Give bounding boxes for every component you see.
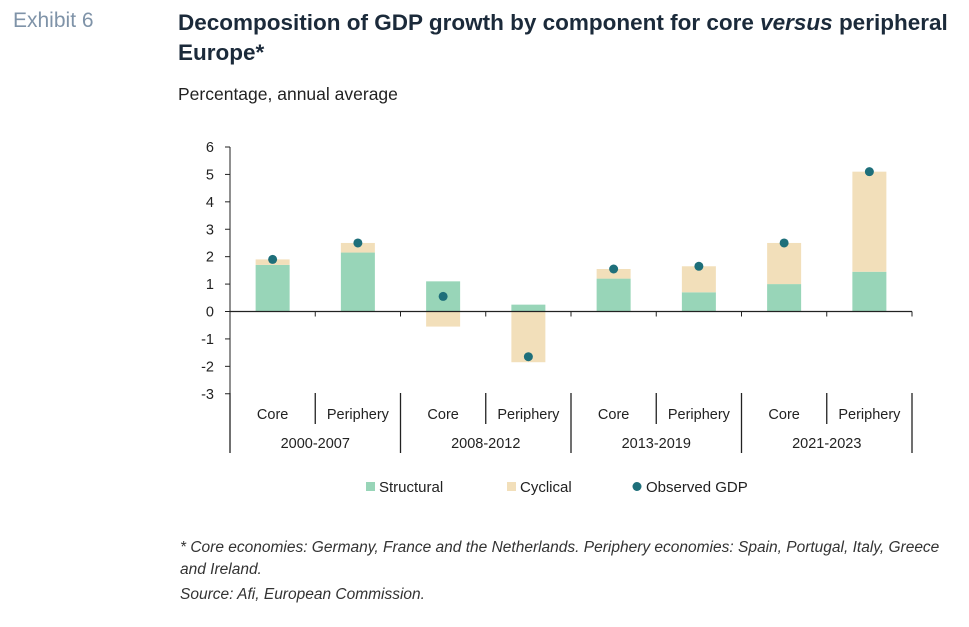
gdp-decomposition-chart: 6 5 4 3 2 1 0 -1 -2 -3 Core Periphery Core Periphery C… — [201, 140, 913, 496]
x-category-label: Core — [598, 407, 629, 423]
legend-observed-label: Observed GDP — [646, 479, 748, 496]
x-category-label: Periphery — [327, 407, 390, 423]
y-tick-label: 3 — [206, 222, 214, 238]
y-tick-label: 5 — [206, 167, 214, 183]
chart-subtitle: Percentage, annual average — [178, 84, 398, 104]
exhibit-label: Exhibit 6 — [13, 9, 94, 32]
y-tick-label: -3 — [201, 387, 214, 403]
y-tick-label: 2 — [206, 250, 214, 266]
bar-cyclical — [340, 242, 375, 253]
legend-structural-label: Structural — [379, 479, 443, 496]
observed-gdp-point — [609, 264, 619, 274]
x-category-label: Core — [427, 407, 458, 423]
bar-structural — [767, 284, 802, 312]
x-group-label: 2000-2007 — [281, 436, 350, 452]
bar-structural — [596, 278, 631, 312]
y-tick-label: -1 — [201, 332, 214, 348]
bar-structural — [852, 271, 887, 312]
observed-gdp-point — [694, 261, 704, 271]
bar-cyclical — [852, 171, 887, 272]
footnote: * Core economies: Germany, France and th… — [180, 539, 940, 578]
x-category-label: Core — [257, 407, 288, 423]
x-category-label: Periphery — [838, 407, 901, 423]
source-note: Source: Afi, European Commission. — [180, 586, 425, 603]
bar-structural — [681, 292, 716, 312]
observed-gdp-point — [438, 291, 448, 301]
observed-gdp-point — [353, 238, 363, 248]
x-group-label: 2021-2023 — [792, 436, 861, 452]
observed-gdp-point — [779, 238, 789, 248]
chart-title: Decomposition of GDP growth by component… — [178, 8, 948, 68]
x-group-label: 2013-2019 — [622, 436, 691, 452]
legend-structural-swatch — [366, 482, 375, 491]
x-category-label: Periphery — [497, 407, 560, 423]
title-part1: Decomposition of GDP growth by component… — [178, 10, 761, 35]
title-italic: versus — [760, 10, 833, 35]
observed-gdp-point — [268, 254, 278, 264]
y-tick-label: 4 — [206, 195, 214, 211]
legend-cyclical-swatch — [507, 482, 516, 491]
observed-gdp-point — [864, 167, 874, 177]
y-tick-label: 1 — [206, 277, 214, 293]
y-tick-label: 0 — [206, 305, 214, 321]
x-category-label: Core — [768, 407, 799, 423]
bar-cyclical — [596, 269, 631, 279]
bar-cyclical — [767, 242, 802, 285]
bar-cyclical — [426, 311, 461, 327]
title-part2: peripheral Europe* — [178, 10, 948, 65]
x-group-label: 2008-2012 — [451, 436, 520, 452]
y-tick-label: -2 — [201, 359, 214, 375]
x-category-label: Periphery — [668, 407, 731, 423]
observed-gdp-point — [523, 352, 533, 362]
legend-observed-marker — [632, 482, 642, 491]
bar-structural — [340, 252, 375, 312]
bar-structural — [511, 304, 546, 312]
y-tick-label: 6 — [206, 140, 214, 156]
legend-cyclical-label: Cyclical — [520, 479, 572, 496]
bar-structural — [255, 264, 290, 312]
